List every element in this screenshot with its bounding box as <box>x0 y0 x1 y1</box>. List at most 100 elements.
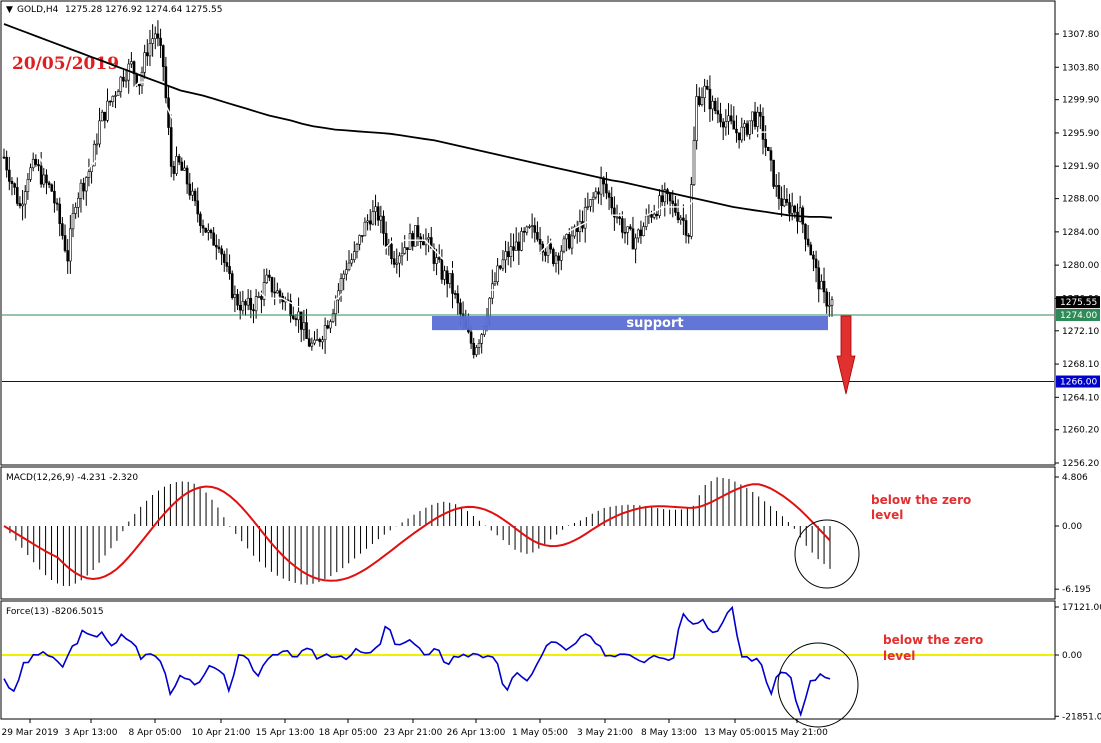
price-level-label: 1266.00 <box>1060 378 1097 388</box>
candle-body <box>695 96 698 141</box>
candle-body <box>363 221 367 237</box>
candle-body <box>188 183 192 196</box>
candle-body <box>114 95 117 97</box>
candle-body <box>448 273 452 284</box>
candle-body <box>318 339 322 343</box>
candle-body <box>607 192 611 198</box>
candle-body <box>371 211 375 225</box>
candle-body <box>204 227 207 233</box>
candle-body <box>291 315 295 319</box>
candle-body <box>408 233 412 250</box>
force-tick-label: 0.00 <box>1062 651 1082 661</box>
candle-body <box>262 282 266 300</box>
force-series: 17121.00 0.00 -21851.00 <box>2 603 1101 722</box>
macd-series: 4.806 0.00 -6.195 <box>3 473 1091 595</box>
candle-body <box>469 331 473 344</box>
candle-body <box>146 52 149 57</box>
candle-body <box>106 100 109 121</box>
candle-body <box>594 191 598 198</box>
ohlc-values: 1275.28 1276.92 1274.64 1275.55 <box>65 5 222 15</box>
candle-body <box>751 111 754 122</box>
candle-body <box>360 235 364 237</box>
candle-body <box>737 132 741 141</box>
candle-body <box>477 342 481 348</box>
candle-body <box>398 255 401 264</box>
candle-body <box>305 322 308 339</box>
candle-body <box>403 247 407 254</box>
candle-body <box>201 225 205 229</box>
candle-body <box>8 169 11 182</box>
time-tick-label: 3 May 21:00 <box>577 728 633 738</box>
candle-body <box>419 236 422 242</box>
time-tick-label: 23 Apr 21:00 <box>384 728 443 738</box>
candle-body <box>119 76 123 92</box>
candle-body <box>658 195 661 216</box>
candle-body <box>690 184 693 237</box>
macd-note-line1: below the zero <box>871 493 971 507</box>
force-title: Force(13) -8206.5015 <box>6 607 104 617</box>
candle-body <box>390 243 393 260</box>
price-tick-label: 1256.20 <box>1062 459 1099 469</box>
candle-body <box>573 226 576 237</box>
candle-body <box>42 174 46 185</box>
candle-body <box>374 206 377 212</box>
candle-body <box>254 296 258 312</box>
candle-body <box>159 37 162 46</box>
candle-body <box>323 325 327 341</box>
time-tick-label: 15 May 21:00 <box>766 728 828 738</box>
candle-body <box>565 234 568 240</box>
candle-body <box>217 246 221 250</box>
candle-body <box>793 205 797 213</box>
moving-averages <box>3 23 833 308</box>
macd-tick-label: 0.00 <box>1062 522 1082 532</box>
time-tick-label: 8 May 13:00 <box>641 728 697 738</box>
candle-body <box>798 207 802 222</box>
candle-body <box>621 218 624 233</box>
candle-body <box>66 250 69 262</box>
candle-body <box>95 143 99 146</box>
candle-body <box>116 91 120 96</box>
candle-body <box>382 215 385 234</box>
price-tick-label: 1288.00 <box>1062 195 1099 205</box>
price-tick-label: 1272.10 <box>1062 327 1099 337</box>
candle-body <box>708 88 712 110</box>
macd-panel <box>0 466 1056 600</box>
candle-body <box>273 291 276 294</box>
candle-body <box>222 253 226 263</box>
candle-body <box>788 202 791 214</box>
time-tick-label: 3 Apr 13:00 <box>65 728 118 738</box>
candle-body <box>422 241 425 246</box>
candle-body <box>175 156 178 174</box>
candle-body <box>108 100 112 103</box>
candle-body <box>642 226 645 237</box>
candle-body <box>310 342 314 347</box>
macd-tick-label: 4.806 <box>1062 473 1088 483</box>
candle-body <box>331 313 335 322</box>
candle-body <box>400 252 404 257</box>
force-tick-label: 17121.00 <box>1062 603 1101 613</box>
candle-body <box>2 156 6 159</box>
candle-body <box>199 213 202 226</box>
candle-body <box>830 299 834 306</box>
candle-body <box>416 225 420 238</box>
candle-body <box>92 143 96 167</box>
candle-body <box>406 247 409 250</box>
candle-body <box>183 167 186 171</box>
candle-body <box>549 243 552 250</box>
candlestick-series <box>2 20 834 359</box>
candle-body <box>103 111 107 121</box>
last-price-label: 1275.55 <box>1060 298 1097 308</box>
candle-body <box>634 237 637 250</box>
candle-body <box>716 110 720 115</box>
fast-ma-line <box>3 81 831 308</box>
candle-body <box>652 213 656 218</box>
candle-body <box>703 85 706 99</box>
candle-body <box>682 217 685 221</box>
price-level-tag <box>1056 375 1100 388</box>
candle-body <box>39 165 43 185</box>
price-tick-label: 1284.00 <box>1062 228 1099 238</box>
candle-body <box>37 164 40 167</box>
candle-body <box>700 97 704 106</box>
candle-body <box>13 183 16 188</box>
symbol-header-arrow-icon[interactable]: ▼ <box>6 5 13 15</box>
